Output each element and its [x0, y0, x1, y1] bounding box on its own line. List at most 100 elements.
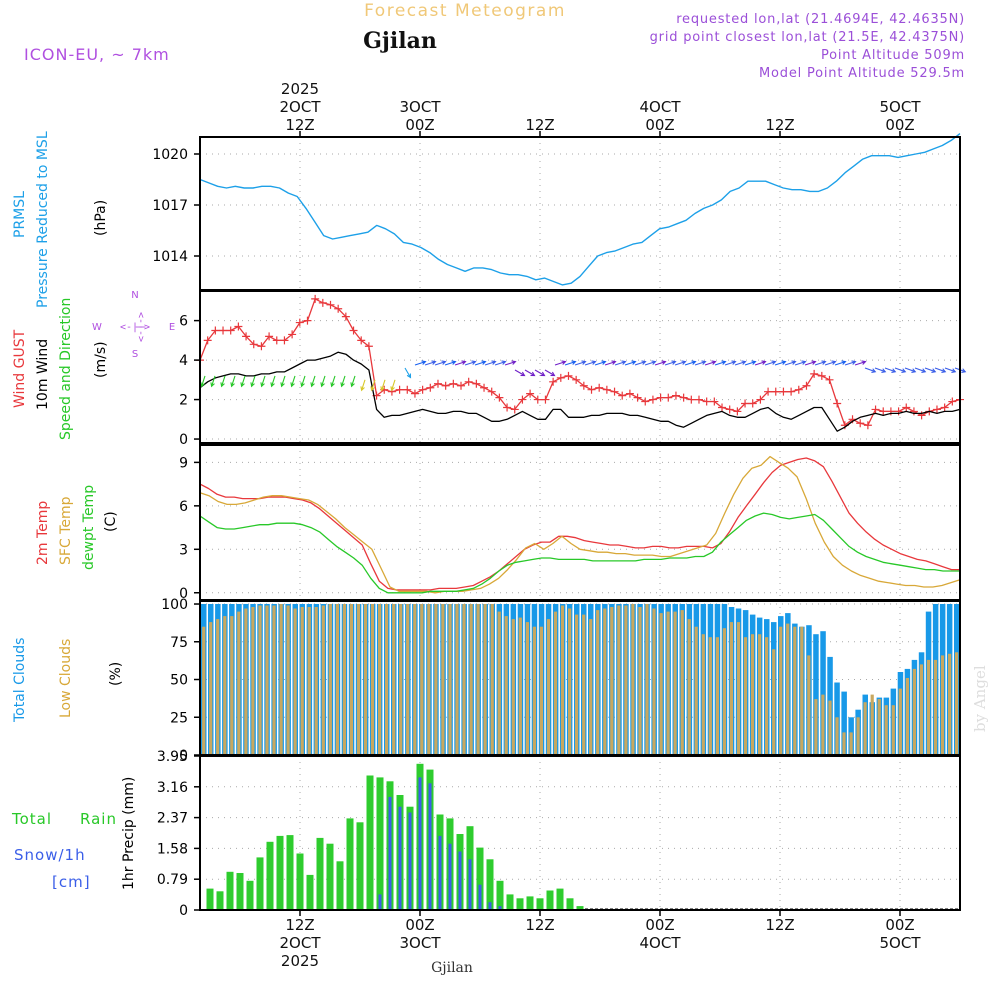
- gust-marker: [802, 381, 811, 390]
- wind-direction-arrow: [340, 375, 346, 388]
- rain-bar: [296, 853, 304, 910]
- total-cloud-bar: [813, 634, 819, 755]
- low-cloud-bar: [420, 604, 424, 755]
- gust-line: [199, 298, 961, 426]
- low-cloud-bar: [680, 610, 684, 755]
- low-cloud-bar: [286, 605, 290, 755]
- pressure-line: [199, 133, 961, 286]
- chart-title: Forecast Meteogram: [364, 1, 566, 21]
- gust-marker: [756, 395, 765, 404]
- low-cloud-bar: [525, 622, 529, 755]
- gust-marker: [817, 371, 826, 380]
- low-cloud-bar: [701, 634, 705, 755]
- wind-direction-arrow: [350, 375, 356, 388]
- snow-bar: [408, 812, 412, 910]
- low-cloud-bar: [856, 717, 860, 755]
- gust-marker: [625, 389, 634, 398]
- wind-direction-arrow: [534, 369, 546, 377]
- top-time-label: 4OCT: [640, 98, 682, 116]
- wind-direction-arrow: [884, 367, 897, 373]
- gust-marker: [357, 336, 366, 345]
- ytick-label: 6: [179, 499, 188, 515]
- wind-direction-arrow: [250, 375, 256, 388]
- compass-north: N: [131, 290, 138, 301]
- gust-marker: [403, 385, 412, 394]
- ytick-label: 3: [179, 542, 188, 558]
- low-cloud-bar: [926, 659, 931, 755]
- rain-bar: [266, 841, 274, 910]
- low-cloud-bar: [715, 637, 719, 755]
- low-cloud-bar: [912, 668, 916, 755]
- wind-direction-arrow: [784, 360, 797, 366]
- rain-bar: [346, 818, 354, 910]
- precip-unit: 1hr Precip (mm): [121, 777, 137, 890]
- low-cloud-bar: [363, 604, 368, 755]
- low-cloud-bar: [230, 616, 234, 755]
- low-cloud-bar: [596, 610, 600, 755]
- gust-marker: [395, 385, 404, 394]
- wind-direction-arrow: [270, 375, 276, 388]
- low-cloud-bar: [898, 688, 902, 755]
- gust-marker: [441, 381, 450, 390]
- gust-marker: [480, 383, 489, 392]
- credit-watermark: by Angel: [971, 665, 989, 732]
- wind-direction-arrow: [594, 360, 607, 366]
- compass-arrow-ns: <-|->: [135, 312, 146, 342]
- gust-marker: [810, 369, 819, 378]
- gust-marker: [932, 405, 941, 414]
- temp-ylabel-dewpt: dewpt Temp: [81, 485, 97, 570]
- low-cloud-bar: [772, 649, 776, 755]
- top-time-label: 00Z: [405, 116, 434, 134]
- low-cloud-bar: [835, 717, 839, 755]
- rain-bar: [576, 906, 584, 910]
- low-cloud-bar: [532, 626, 536, 755]
- wind-direction-arrow: [584, 360, 597, 366]
- gust-marker: [549, 377, 558, 386]
- gust-marker: [219, 326, 228, 335]
- gust-marker: [311, 294, 320, 303]
- low-cloud-bar: [666, 611, 670, 755]
- precip-label-total: Total: [11, 810, 52, 828]
- snow-bar: [418, 777, 422, 910]
- wind-direction-arrow: [864, 367, 877, 373]
- wind-ylabel-gust: Wind GUST: [12, 329, 28, 408]
- wind-direction-arrow: [544, 369, 556, 377]
- low-cloud-bar: [511, 619, 515, 755]
- wind-direction-arrow: [694, 360, 707, 366]
- gust-marker: [211, 326, 220, 335]
- top-time-label: 2025: [281, 80, 319, 98]
- low-cloud-bar: [314, 607, 318, 755]
- low-cloud-bar: [279, 604, 283, 755]
- low-cloud-bar: [765, 637, 769, 755]
- gust-marker: [909, 407, 918, 416]
- wind-direction-arrow: [464, 360, 477, 366]
- low-cloud-bar: [631, 604, 635, 755]
- cloud-ylabel-low: Low Clouds: [58, 639, 74, 718]
- rain-bar: [206, 888, 214, 910]
- gust-marker: [295, 318, 304, 327]
- wind-direction-arrow: [904, 367, 917, 373]
- gust-marker: [725, 405, 734, 414]
- gust-marker: [595, 383, 604, 392]
- gust-marker: [794, 385, 803, 394]
- wind10m-line: [199, 351, 961, 432]
- chart-marks: [196, 133, 967, 910]
- low-cloud-bar: [434, 604, 438, 755]
- low-cloud-bar: [645, 604, 649, 755]
- gust-marker: [410, 389, 419, 398]
- low-cloud-bar: [786, 623, 790, 755]
- gust-marker: [533, 395, 542, 404]
- panel-frame: [199, 755, 961, 911]
- requested-coords: requested lon,lat (21.4694E, 42.4635N): [676, 12, 965, 27]
- gust-marker: [863, 421, 872, 430]
- gust-marker: [203, 336, 212, 345]
- wind-direction-arrow: [280, 375, 286, 388]
- snow-bar: [468, 859, 472, 910]
- ytick-label: 3.16: [157, 780, 188, 796]
- temp-unit: (C): [103, 511, 119, 532]
- gust-marker: [226, 326, 235, 335]
- low-cloud-bar: [758, 634, 762, 755]
- wind-direction-arrow: [564, 360, 577, 366]
- gust-marker: [687, 395, 696, 404]
- wind-direction-arrow: [494, 360, 507, 366]
